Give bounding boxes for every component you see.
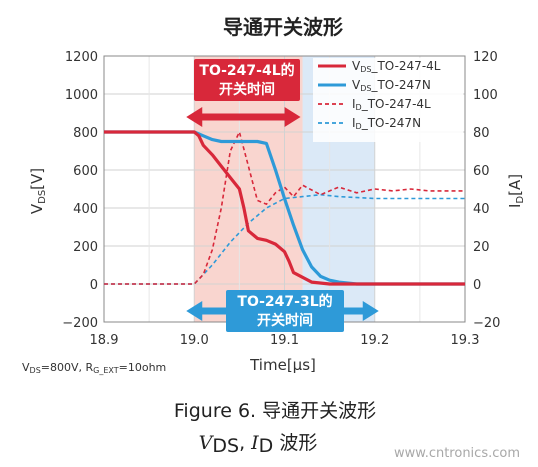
series-lines — [104, 130, 465, 286]
legend: VDS_TO-247-4L VDS_TO-247N ID_TO-247-4L ID_T… — [313, 58, 463, 142]
annotation-top-line2: 开关时间 — [219, 81, 275, 98]
y-right-tick-label: 60 — [473, 164, 490, 179]
y-right-tick-label: 40 — [473, 202, 490, 217]
y-left-tick-label: 800 — [73, 126, 98, 141]
right-axis-ticks: −20 0 20 40 60 80 100 120 — [473, 50, 500, 331]
left-axis-ticks: −200 0 200 400 600 800 1000 1200 — [62, 50, 98, 331]
arrow-head-left — [186, 301, 203, 321]
x-tick-label: 18.9 — [90, 333, 119, 348]
annotation-bottom-line2: 开关时间 — [257, 312, 313, 329]
annotation-bottom-line1: TO-247-3L的 — [237, 293, 332, 310]
series-line-vds-to-247-4l — [104, 130, 465, 286]
x-tick-label: 19.3 — [451, 333, 480, 348]
x-axis-ticks: 18.9 19.0 19.1 19.2 19.3 — [90, 333, 480, 348]
y-right-tick-label: 120 — [473, 50, 498, 65]
y-left-tick-label: 1000 — [65, 88, 98, 103]
y-right-tick-label: 0 — [473, 278, 481, 293]
y-left-label: VDS[V] — [28, 168, 48, 214]
arrow-to247-4l — [186, 107, 301, 127]
arrow-head-right — [284, 107, 301, 127]
legend-label: VDS_TO-247-4L — [352, 59, 441, 74]
series-line-id-to-247-4l — [104, 131, 465, 285]
y-left-tick-label: 600 — [73, 164, 98, 179]
x-axis-label: Time[μs] — [249, 356, 316, 374]
arrow-head-left — [186, 107, 203, 127]
y-left-tick-label: 0 — [90, 278, 98, 293]
y-right-label: ID[A] — [506, 174, 526, 208]
y-right-tick-label: 20 — [473, 240, 490, 255]
legend-label: ID_TO-247N — [352, 116, 421, 131]
annotation-top-line1: TO-247-4L的 — [199, 62, 294, 79]
arrow-head-right — [362, 301, 379, 321]
y-right-tick-label: −20 — [473, 316, 500, 331]
annotation-top-box — [194, 59, 300, 101]
y-right-tick-label: 100 — [473, 88, 498, 103]
legend-box — [313, 58, 463, 142]
y-right-tick-label: 80 — [473, 126, 490, 141]
y-left-tick-label: 1200 — [65, 50, 98, 65]
legend-label: VDS_TO-247N — [352, 78, 431, 93]
annotation-arrows — [186, 59, 379, 332]
arrow-to247-3l — [186, 301, 379, 321]
y-left-tick-label: −200 — [62, 316, 98, 331]
series-line-vds-to-247n — [104, 130, 465, 286]
watermark: www.cntronics.com — [394, 446, 520, 461]
figure-caption-line2: VDS, ID 波形 — [199, 432, 318, 457]
figure-caption-line1: Figure 6. 导通开关波形 — [174, 400, 376, 422]
y-left-tick-label: 200 — [73, 240, 98, 255]
x-tick-label: 19.2 — [360, 333, 389, 348]
x-tick-label: 19.1 — [270, 333, 299, 348]
chart-title: 导通开关波形 — [223, 15, 343, 39]
x-tick-label: 19.0 — [180, 333, 209, 348]
legend-label: ID_TO-247-4L — [352, 97, 431, 112]
test-conditions: VDS=800V, RG_EXT=10ohm — [22, 361, 166, 375]
y-left-tick-label: 400 — [73, 202, 98, 217]
